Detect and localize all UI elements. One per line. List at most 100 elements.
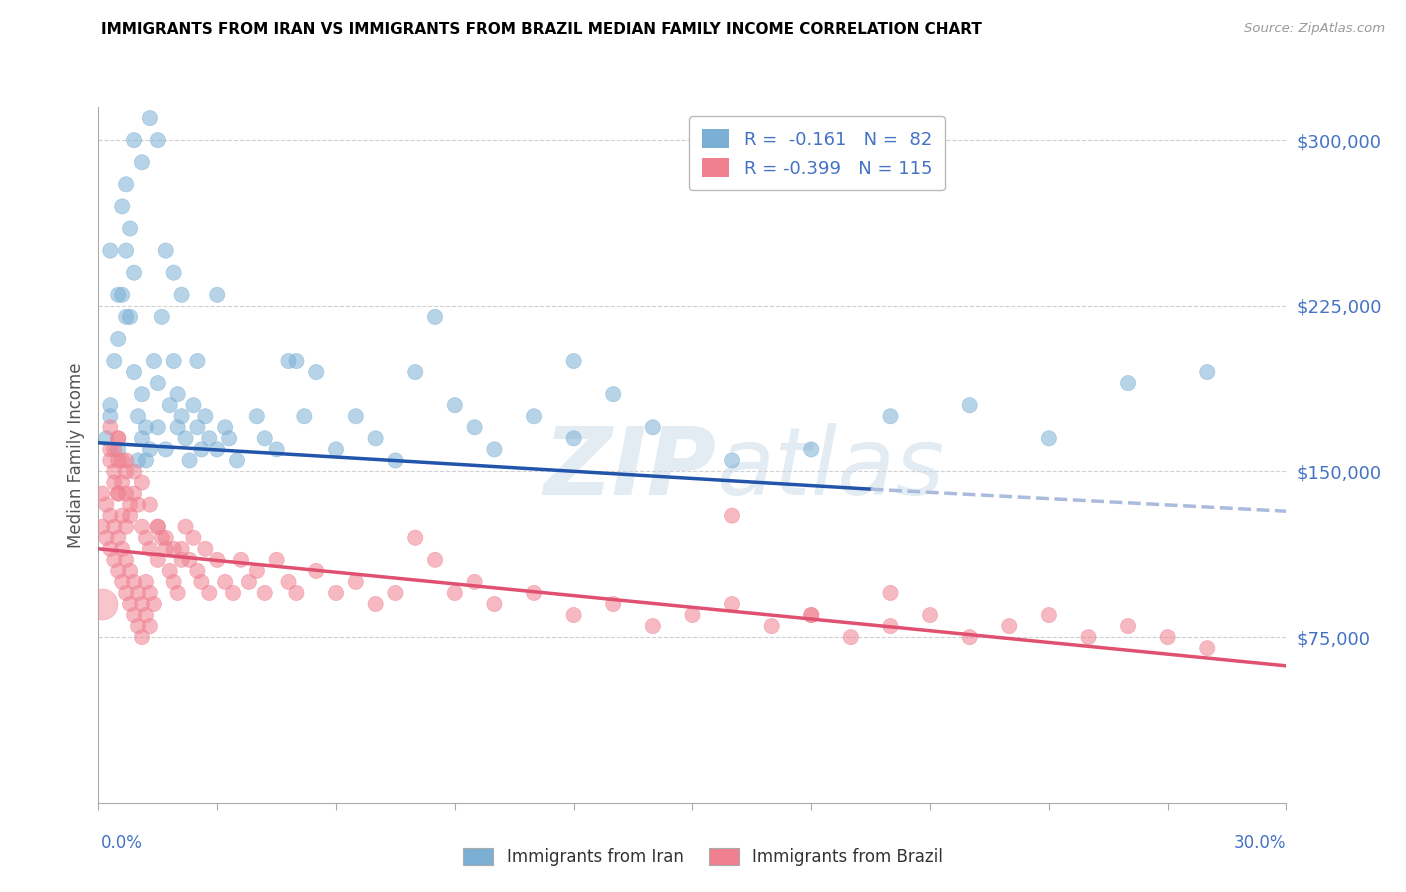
Point: [107, 531, 129, 545]
Point: [222, 586, 245, 600]
Point: [127, 586, 149, 600]
Point: [91, 519, 114, 533]
Point: [166, 387, 188, 401]
Point: [120, 508, 142, 523]
Point: [146, 376, 169, 391]
Point: [423, 553, 446, 567]
Point: [761, 619, 783, 633]
Point: [146, 519, 169, 533]
Point: [115, 178, 138, 192]
Point: [305, 365, 328, 379]
Point: [163, 354, 186, 368]
Legend: Immigrants from Iran, Immigrants from Brazil: Immigrants from Iran, Immigrants from Br…: [456, 840, 950, 875]
Point: [111, 508, 134, 523]
Point: [127, 409, 149, 424]
Point: [183, 531, 205, 545]
Point: [91, 486, 114, 500]
Point: [226, 453, 249, 467]
Point: [115, 586, 138, 600]
Point: [444, 398, 467, 412]
Point: [155, 541, 177, 556]
Point: [115, 310, 138, 324]
Point: [98, 442, 121, 457]
Point: [839, 630, 862, 644]
Point: [115, 453, 138, 467]
Point: [135, 453, 157, 467]
Point: [115, 553, 138, 567]
Point: [205, 287, 228, 301]
Point: [1116, 376, 1139, 391]
Point: [107, 332, 129, 346]
Point: [170, 541, 193, 556]
Point: [214, 420, 236, 434]
Point: [103, 475, 125, 490]
Point: [142, 597, 165, 611]
Point: [115, 486, 138, 500]
Point: [115, 519, 138, 533]
Point: [127, 498, 149, 512]
Point: [174, 519, 197, 533]
Point: [131, 387, 153, 401]
Point: [170, 409, 193, 424]
Point: [139, 586, 162, 600]
Point: [879, 586, 901, 600]
Point: [150, 531, 173, 545]
Point: [155, 442, 177, 457]
Point: [305, 564, 328, 578]
Point: [146, 420, 169, 434]
Point: [159, 398, 181, 412]
Point: [194, 541, 217, 556]
Point: [325, 586, 347, 600]
Point: [127, 453, 149, 467]
Text: 30.0%: 30.0%: [1234, 834, 1286, 852]
Point: [155, 531, 177, 545]
Point: [205, 553, 228, 567]
Point: [484, 597, 506, 611]
Point: [103, 519, 125, 533]
Point: [277, 354, 299, 368]
Point: [139, 442, 162, 457]
Point: [135, 531, 157, 545]
Point: [364, 597, 387, 611]
Point: [120, 221, 142, 235]
Text: IMMIGRANTS FROM IRAN VS IMMIGRANTS FROM BRAZIL MEDIAN FAMILY INCOME CORRELATION : IMMIGRANTS FROM IRAN VS IMMIGRANTS FROM …: [101, 22, 983, 37]
Point: [404, 365, 426, 379]
Point: [131, 597, 153, 611]
Point: [246, 409, 269, 424]
Point: [107, 486, 129, 500]
Point: [266, 553, 288, 567]
Point: [146, 519, 169, 533]
Point: [404, 531, 426, 545]
Text: ZIP: ZIP: [543, 423, 716, 515]
Point: [98, 508, 121, 523]
Point: [179, 553, 201, 567]
Point: [166, 586, 188, 600]
Point: [179, 453, 201, 467]
Point: [721, 597, 744, 611]
Point: [142, 354, 165, 368]
Point: [122, 465, 145, 479]
Point: [277, 574, 299, 589]
Point: [107, 431, 129, 445]
Point: [721, 508, 744, 523]
Point: [344, 409, 367, 424]
Point: [879, 409, 901, 424]
Point: [602, 597, 624, 611]
Point: [122, 365, 145, 379]
Point: [122, 133, 145, 147]
Y-axis label: Median Family Income: Median Family Income: [66, 362, 84, 548]
Point: [131, 519, 153, 533]
Point: [1156, 630, 1178, 644]
Point: [122, 266, 145, 280]
Point: [131, 630, 153, 644]
Point: [194, 409, 217, 424]
Point: [1038, 608, 1060, 623]
Point: [111, 199, 134, 213]
Point: [800, 608, 823, 623]
Point: [155, 244, 177, 258]
Point: [107, 453, 129, 467]
Point: [139, 619, 162, 633]
Point: [190, 442, 212, 457]
Point: [1038, 431, 1060, 445]
Text: atlas: atlas: [716, 424, 945, 515]
